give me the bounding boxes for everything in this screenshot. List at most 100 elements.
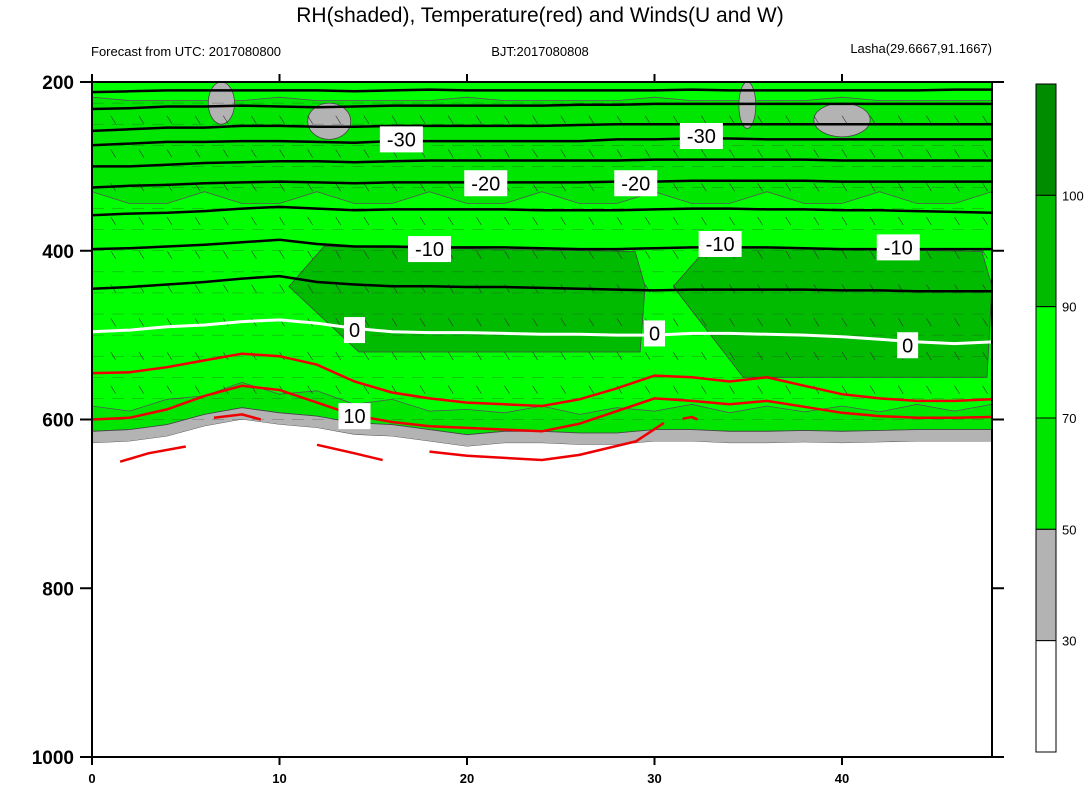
wind-barb	[757, 318, 763, 327]
wind-barb	[279, 115, 285, 124]
wind-barb	[869, 351, 876, 361]
wind-barb	[476, 216, 482, 226]
wind-barb	[560, 115, 567, 124]
wind-barb	[701, 183, 707, 192]
wind-barb	[757, 183, 763, 192]
wind-barb	[757, 250, 763, 259]
wind-barb	[869, 216, 876, 226]
colorbar-swatch-3	[1035, 417, 1057, 530]
isotherm-black-8	[92, 274, 992, 293]
isotherm-red-1	[92, 384, 992, 433]
wind-barb	[447, 115, 454, 124]
wind-barb	[841, 318, 848, 327]
wind-barb	[138, 250, 145, 259]
contour-label-box-10	[338, 403, 371, 430]
wind-barb	[110, 115, 117, 124]
rh-dry-patch-2	[738, 82, 757, 129]
wind-barb	[897, 149, 904, 158]
wind-barb	[363, 183, 370, 192]
wind-barb	[222, 149, 229, 158]
wind-barb	[616, 250, 623, 259]
wind-barb	[729, 149, 735, 158]
wind-barb	[447, 216, 454, 226]
wind-barb	[251, 115, 257, 124]
wind-barb	[954, 115, 960, 124]
isotherm-black-7	[92, 238, 992, 251]
isotherm-black-2	[92, 122, 992, 133]
wind-barb	[447, 149, 454, 158]
rh-band-30-50-surface	[92, 407, 992, 447]
wind-barb	[335, 216, 342, 226]
colorbar-swatch-2	[1035, 306, 1057, 419]
x-tick-label-0: 0	[88, 771, 95, 786]
colorbar-label-0: 100	[1062, 188, 1084, 203]
wind-barb	[560, 385, 567, 394]
wind-barb	[982, 149, 988, 158]
wind-barb	[279, 250, 285, 259]
wind-barb	[897, 216, 904, 226]
wind-barb	[194, 250, 201, 259]
wind-barb	[841, 183, 848, 192]
wind-barb	[279, 183, 285, 192]
wind-barb	[504, 250, 510, 259]
x-tick-label-3: 30	[647, 771, 661, 786]
wind-barb	[644, 149, 651, 158]
contour-label-7: 0	[349, 320, 360, 342]
wind-barb	[616, 216, 623, 226]
y-tick-label-1: 400	[42, 242, 74, 263]
wind-barb	[307, 149, 313, 158]
contour-label-3: -20	[621, 173, 650, 195]
wind-barb	[982, 115, 988, 124]
wind-barb	[194, 115, 201, 124]
isotherm-red-segment-3	[429, 421, 665, 462]
wind-barb	[166, 115, 173, 124]
wind-barb	[841, 115, 848, 124]
wind-barb	[166, 250, 173, 259]
wind-barb	[560, 351, 567, 361]
wind-barb	[363, 115, 370, 124]
wind-barb	[672, 250, 679, 259]
wind-barb	[701, 149, 707, 158]
wind-barb	[307, 385, 313, 394]
wind-barb	[391, 115, 398, 124]
wind-barb	[166, 351, 173, 361]
wind-barb	[813, 250, 820, 259]
wind-barb	[729, 115, 735, 124]
wind-barb	[166, 149, 173, 158]
wind-barb	[897, 318, 904, 327]
wind-barb	[841, 385, 848, 394]
wind-barb	[532, 183, 538, 192]
station-subtitle: Lasha(29.6667,91.1667)	[850, 41, 992, 56]
wind-barb	[785, 250, 792, 259]
wind-barb	[841, 351, 848, 361]
wind-barb	[785, 183, 792, 192]
wind-barb	[532, 385, 538, 394]
wind-barb	[222, 284, 229, 293]
contour-label-box-9	[897, 332, 919, 359]
wind-barb	[785, 318, 792, 327]
wind-barb	[419, 318, 426, 327]
wind-barb	[279, 216, 285, 226]
wind-barb	[926, 385, 932, 394]
wind-barb	[729, 318, 735, 327]
wind-barb	[672, 149, 679, 158]
wind-barb	[447, 385, 454, 394]
x-tick-label-4: 40	[835, 771, 849, 786]
wind-barb	[982, 351, 988, 361]
wind-barb	[729, 351, 735, 361]
wind-barb	[335, 351, 342, 361]
contour-label-1: -30	[687, 126, 716, 148]
wind-barb	[672, 216, 679, 226]
wind-barb	[757, 149, 763, 158]
temperature-isotherms	[92, 88, 992, 463]
wind-barb	[588, 115, 595, 124]
wind-barb	[476, 351, 482, 361]
wind-barb	[588, 318, 595, 327]
wind-barb	[954, 250, 960, 259]
colorbar-swatch-5	[1035, 640, 1057, 753]
isotherm-red-0	[92, 352, 992, 408]
wind-barb	[419, 351, 426, 361]
wind-barb	[588, 183, 595, 192]
wind-barb	[363, 385, 370, 394]
wind-barb	[532, 216, 538, 226]
